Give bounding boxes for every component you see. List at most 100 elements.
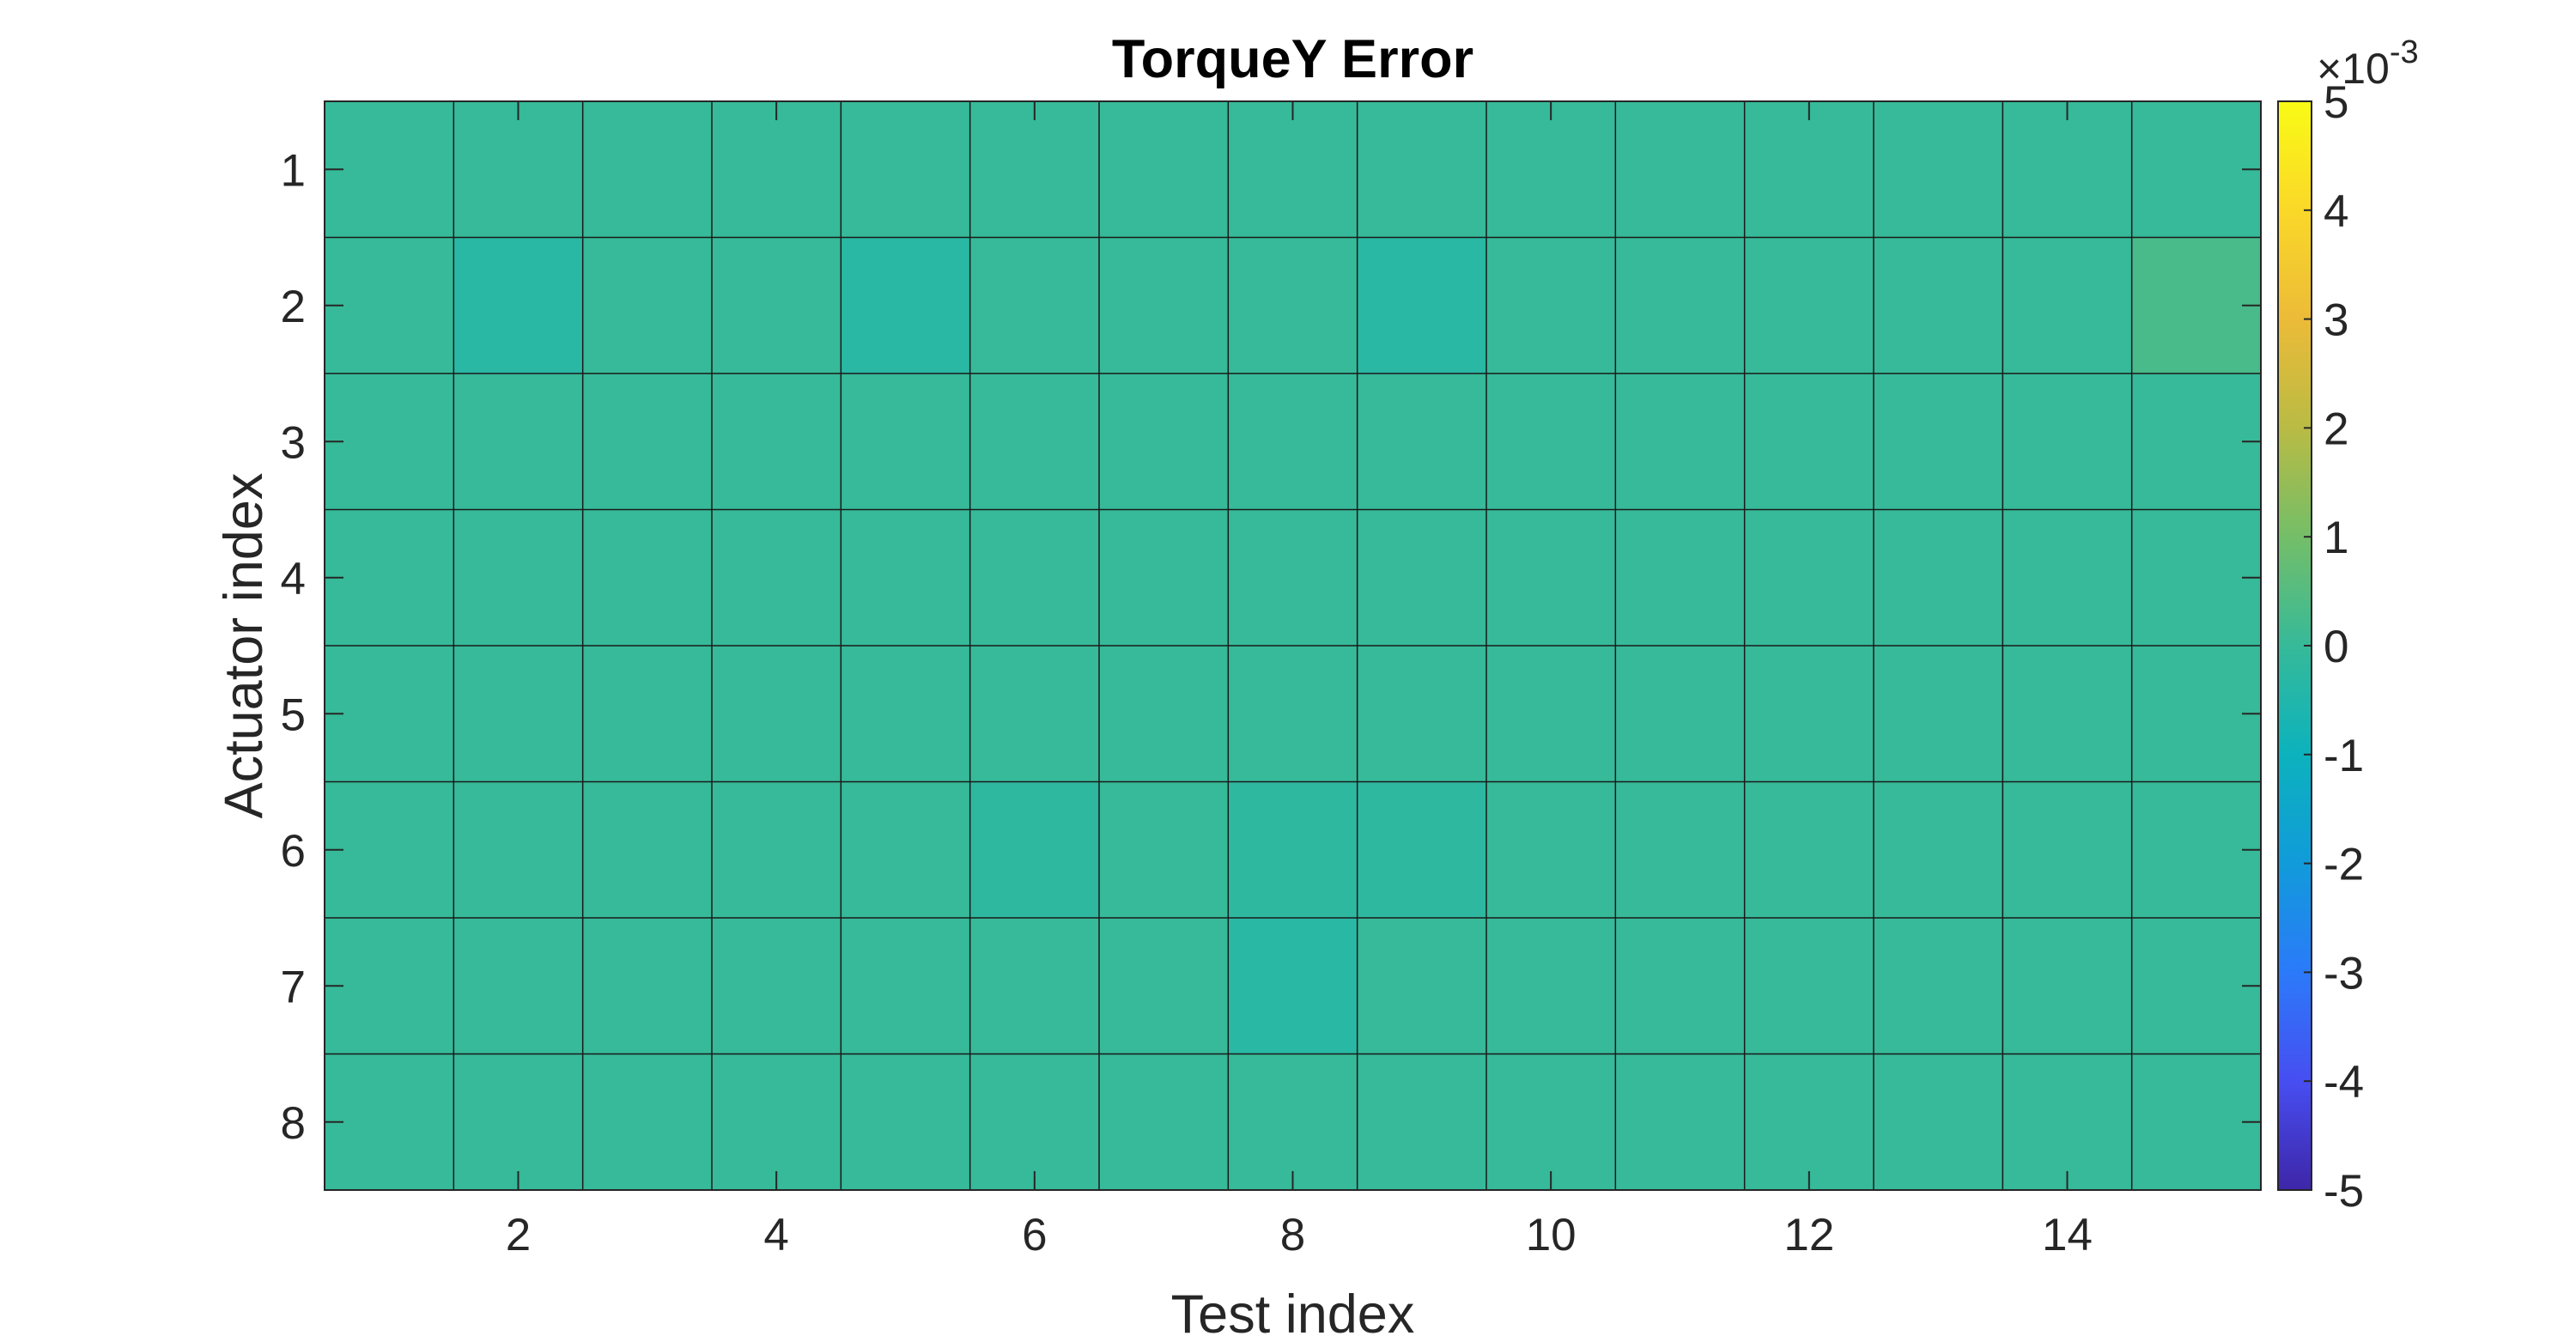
heatmap-cell [1874, 646, 2003, 782]
heatmap-cell [969, 237, 1100, 374]
heatmap-cell [841, 509, 971, 647]
heatmap-cell [2002, 101, 2133, 238]
y-tick-label: 5 [281, 689, 306, 740]
heatmap-cell [1744, 918, 1874, 1054]
heatmap-cell [1228, 101, 1358, 238]
heatmap-cell [2131, 101, 2262, 238]
heatmap-cell [1357, 1054, 1487, 1191]
y-tick-label: 7 [281, 962, 306, 1012]
heatmap-cell [325, 781, 454, 919]
heatmap-cell [325, 646, 454, 782]
heatmap-cell [1486, 237, 1616, 374]
heatmap-cell [841, 237, 971, 374]
heatmap-cell [841, 373, 971, 510]
heatmap-cell [1357, 101, 1487, 238]
heatmap-cell [2131, 781, 2262, 919]
x-tick-label: 2 [506, 1210, 531, 1260]
heatmap-cell [453, 101, 584, 238]
colorbar-exponent-power: -3 [2390, 34, 2419, 70]
colorbar-tick-label: 5 [2324, 77, 2348, 128]
x-tick-label: 12 [1783, 1210, 1834, 1260]
heatmap-cell [325, 237, 454, 374]
heatmap-cell [453, 1054, 584, 1191]
heatmap-cell [325, 101, 454, 238]
heatmap-cell [1874, 918, 2003, 1054]
heatmap-cell [712, 373, 841, 510]
heatmap-cell [1874, 101, 2003, 238]
heatmap-cell [969, 509, 1100, 647]
heatmap-cell [1099, 646, 1229, 782]
y-axis-ticks: 1 2 3 4 5 6 7 8 [281, 145, 2261, 1149]
colorbar-tick-label: -3 [2324, 948, 2364, 999]
colorbar-exponent-label: ×10-3 [2317, 34, 2419, 93]
heatmap-cell [969, 1054, 1100, 1191]
heatmap-cell [1615, 373, 1746, 510]
heatmap-cell [841, 646, 971, 782]
heatmap-cell [2002, 918, 2133, 1054]
heatmap-cells [325, 101, 2262, 1191]
x-axis-ticks: 2 4 6 8 10 12 14 [506, 101, 2093, 1260]
heatmap-cell [1744, 509, 1874, 647]
x-tick-label: 4 [763, 1210, 788, 1260]
heatmap-cell [582, 237, 713, 374]
heatmap-cell [453, 373, 584, 510]
heatmap-cell [325, 373, 454, 510]
heatmap-cell [582, 101, 713, 238]
heatmap-cell [969, 101, 1100, 238]
x-tick-label: 10 [1526, 1210, 1577, 1260]
y-tick-label: 3 [281, 417, 306, 468]
heatmap-cell [841, 781, 971, 919]
heatmap-cell [1486, 101, 1616, 238]
heatmap-cell [712, 781, 841, 919]
colorbar-tick-label: -2 [2324, 840, 2364, 890]
heatmap-cell [1099, 509, 1229, 647]
heatmap-cell [1744, 646, 1874, 782]
heatmap-cell [1744, 237, 1874, 374]
heatmap-cell [1874, 509, 2003, 647]
heatmap-cell [1615, 509, 1746, 647]
heatmap-cell [1228, 373, 1358, 510]
heatmap-cell [712, 646, 841, 782]
heatmap-cell [1874, 781, 2003, 919]
heatmap-cell [453, 781, 584, 919]
heatmap-cell [712, 101, 841, 238]
heatmap-cell [1357, 509, 1487, 647]
heatmap-cell [325, 509, 454, 647]
heatmap-cell [1615, 237, 1746, 374]
y-tick-label: 8 [281, 1098, 306, 1149]
colorbar-tick-label: 2 [2324, 404, 2348, 454]
heatmap-cell [2002, 373, 2133, 510]
heatmap-cell [1615, 781, 1746, 919]
heatmap-cell [969, 646, 1100, 782]
heatmap-cell [969, 918, 1100, 1054]
heatmap-cell [1874, 1054, 2003, 1191]
heatmap-cell [325, 918, 454, 1054]
heatmap-cell [2131, 373, 2262, 510]
heatmap-cell [841, 101, 971, 238]
heatmap-cell [582, 781, 713, 919]
colorbar-tick-label: 3 [2324, 295, 2348, 346]
heatmap-cell [1099, 101, 1229, 238]
heatmap-cell [2131, 237, 2262, 374]
heatmap-cell [2002, 1054, 2133, 1191]
heatmap-cell [453, 918, 584, 1054]
heatmap-cell [453, 509, 584, 647]
heatmap-cell [1228, 237, 1358, 374]
heatmap-cell [2131, 509, 2262, 647]
heatmap-cell [1874, 237, 2003, 374]
heatmap-cell [1486, 918, 1616, 1054]
x-tick-label: 14 [2042, 1210, 2093, 1260]
heatmap-cell [1099, 373, 1229, 510]
heatmap-cell [325, 1054, 454, 1191]
heatmap-cell [2131, 646, 2262, 782]
heatmap-cell [1615, 1054, 1746, 1191]
heatmap-cell [1228, 1054, 1358, 1191]
heatmap-cell [582, 509, 713, 647]
heatmap-cell [712, 918, 841, 1054]
heatmap-cell [712, 509, 841, 647]
heatmap-cell [1357, 237, 1487, 374]
heatmap-cell [2131, 1054, 2262, 1191]
heatmap-cell [841, 918, 971, 1054]
heatmap-cell [969, 781, 1100, 919]
